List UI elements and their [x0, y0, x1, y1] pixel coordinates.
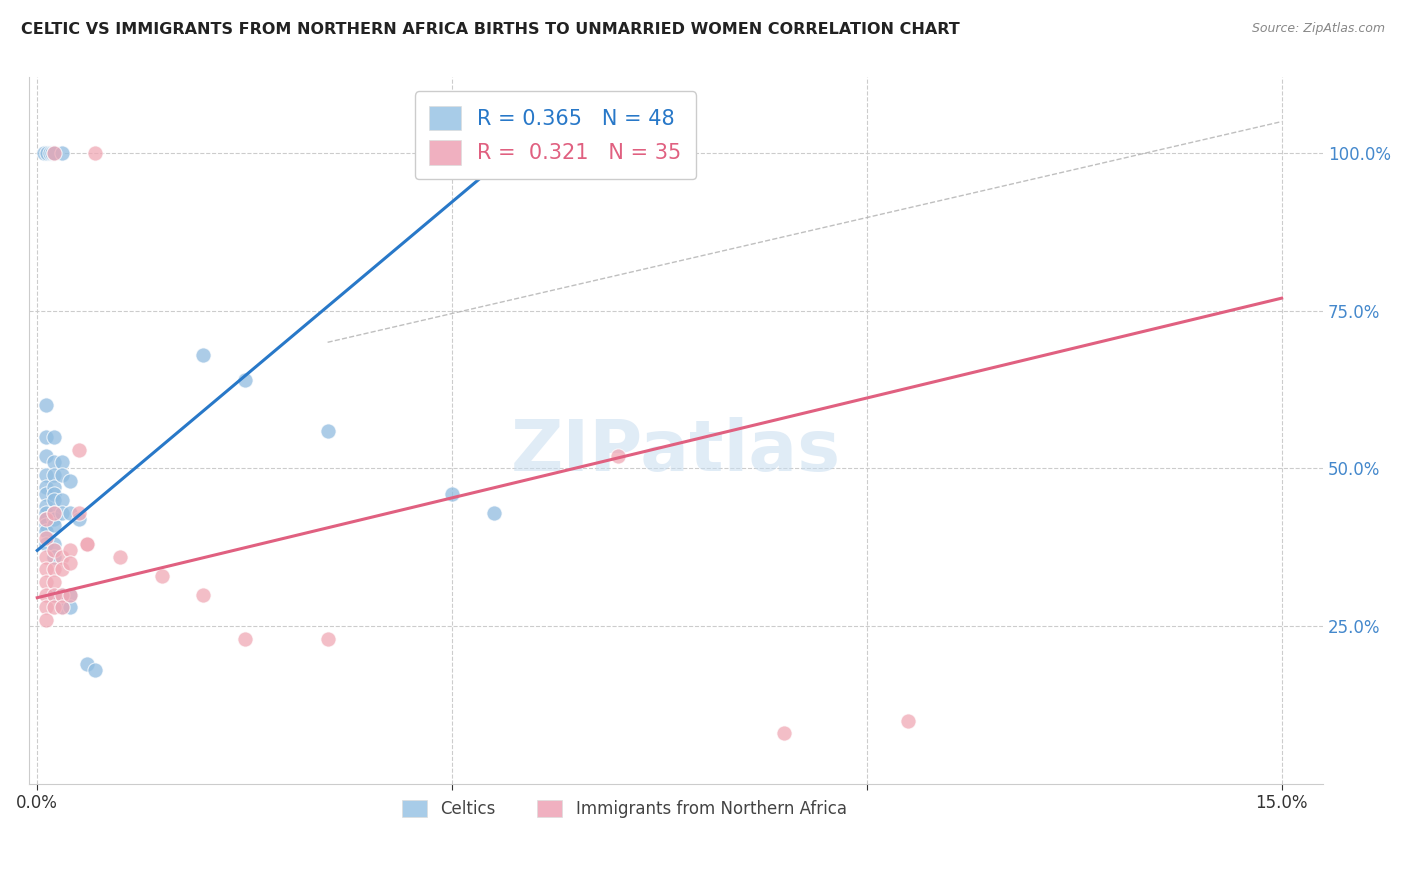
Point	[34, 549, 56, 564]
Point	[51, 506, 73, 520]
Point	[42, 430, 65, 444]
Point	[51, 492, 73, 507]
Point	[34, 449, 56, 463]
Point	[76, 657, 98, 671]
Text: Source: ZipAtlas.com: Source: ZipAtlas.com	[1251, 22, 1385, 36]
Point	[42, 549, 65, 564]
Point	[67, 442, 90, 457]
Point	[42, 518, 65, 533]
Point	[59, 600, 82, 615]
Point	[34, 500, 56, 514]
Point	[67, 512, 90, 526]
Point	[42, 467, 65, 482]
Point	[150, 568, 173, 582]
Point	[84, 663, 107, 677]
Point	[34, 486, 56, 500]
Point	[51, 600, 73, 615]
Point	[233, 632, 256, 646]
Point	[42, 537, 65, 551]
Point	[441, 486, 464, 500]
Point	[59, 588, 82, 602]
Point	[34, 398, 56, 412]
Point	[34, 537, 56, 551]
Point	[51, 588, 73, 602]
Point	[51, 600, 73, 615]
Point	[34, 531, 56, 545]
Point	[316, 424, 339, 438]
Point	[59, 506, 82, 520]
Text: ZIPatlas: ZIPatlas	[510, 417, 841, 486]
Point	[42, 562, 65, 576]
Point	[34, 512, 56, 526]
Point	[51, 146, 73, 161]
Point	[34, 518, 56, 533]
Point	[42, 480, 65, 494]
Point	[59, 588, 82, 602]
Point	[42, 506, 65, 520]
Point	[42, 543, 65, 558]
Point	[34, 524, 56, 539]
Point	[42, 588, 65, 602]
Point	[59, 556, 82, 570]
Point	[51, 588, 73, 602]
Point	[108, 549, 131, 564]
Point	[42, 588, 65, 602]
Point	[59, 543, 82, 558]
Point	[67, 506, 90, 520]
Point	[34, 600, 56, 615]
Point	[42, 146, 65, 161]
Point	[41, 146, 63, 161]
Point	[34, 574, 56, 589]
Point	[193, 588, 215, 602]
Point	[233, 373, 256, 387]
Point	[42, 574, 65, 589]
Point	[42, 492, 65, 507]
Point	[897, 714, 920, 728]
Point	[42, 146, 65, 161]
Point	[34, 588, 56, 602]
Point	[76, 537, 98, 551]
Point	[42, 486, 65, 500]
Point	[42, 600, 65, 615]
Point	[32, 146, 55, 161]
Text: CELTIC VS IMMIGRANTS FROM NORTHERN AFRICA BIRTHS TO UNMARRIED WOMEN CORRELATION : CELTIC VS IMMIGRANTS FROM NORTHERN AFRIC…	[21, 22, 960, 37]
Point	[59, 474, 82, 488]
Point	[51, 455, 73, 469]
Point	[34, 562, 56, 576]
Point	[51, 549, 73, 564]
Point	[51, 467, 73, 482]
Point	[316, 632, 339, 646]
Point	[34, 480, 56, 494]
Point	[482, 506, 505, 520]
Point	[34, 613, 56, 627]
Point	[607, 449, 630, 463]
Point	[42, 512, 65, 526]
Point	[42, 455, 65, 469]
Point	[37, 146, 59, 161]
Point	[38, 146, 60, 161]
Legend: Celtics, Immigrants from Northern Africa: Celtics, Immigrants from Northern Africa	[395, 793, 853, 825]
Point	[51, 562, 73, 576]
Point	[34, 430, 56, 444]
Point	[193, 348, 215, 362]
Point	[773, 726, 796, 740]
Point	[34, 467, 56, 482]
Point	[76, 537, 98, 551]
Point	[34, 506, 56, 520]
Point	[34, 512, 56, 526]
Point	[42, 506, 65, 520]
Point	[84, 146, 107, 161]
